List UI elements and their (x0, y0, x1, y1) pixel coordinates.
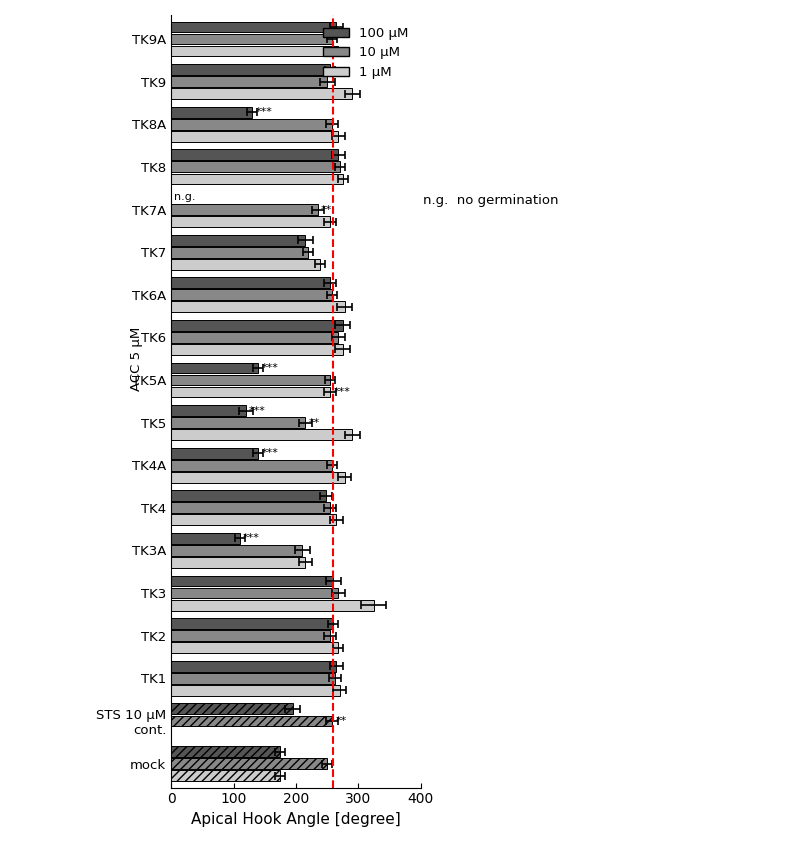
Bar (171, 107, 253, 118)
Bar (171, 320, 342, 331)
Bar (171, 429, 352, 440)
Bar (171, 301, 345, 312)
Text: n.g.: n.g. (174, 193, 196, 202)
Bar (171, 363, 258, 373)
Text: ***: *** (334, 387, 350, 397)
Bar (171, 716, 332, 727)
Bar (171, 618, 334, 629)
X-axis label: Apical Hook Angle [degree]: Apical Hook Angle [degree] (191, 812, 401, 827)
Bar (171, 173, 342, 184)
Bar (171, 448, 258, 459)
Bar (171, 45, 338, 56)
Bar (171, 216, 330, 227)
Bar (171, 642, 338, 653)
Text: **: ** (321, 205, 332, 215)
Bar (171, 417, 306, 428)
Text: ***: *** (261, 363, 278, 373)
Bar (171, 704, 293, 714)
Text: ***: *** (261, 448, 278, 458)
Bar (171, 386, 330, 397)
Bar (171, 77, 327, 87)
Bar (171, 503, 330, 514)
Text: **: ** (309, 418, 320, 428)
Bar (171, 588, 338, 599)
Bar (171, 661, 337, 672)
Bar (171, 758, 327, 769)
Bar (171, 247, 309, 258)
Bar (171, 258, 320, 269)
Bar (171, 746, 281, 757)
Text: **: ** (335, 716, 346, 726)
Bar (171, 514, 337, 525)
Bar (171, 332, 338, 343)
Text: ***: *** (243, 534, 260, 543)
Bar (171, 490, 326, 501)
Text: ACC 5 μM: ACC 5 μM (130, 327, 144, 391)
Bar (171, 131, 338, 141)
Bar (171, 119, 332, 130)
Bar (171, 235, 306, 246)
Bar (171, 545, 302, 556)
Bar (171, 770, 281, 781)
Bar (171, 631, 330, 641)
Bar (171, 375, 330, 386)
Bar (171, 460, 332, 471)
Bar (171, 88, 352, 99)
Bar (171, 34, 332, 45)
Bar (171, 533, 240, 544)
Bar (171, 685, 339, 695)
Bar (171, 64, 330, 75)
Bar (171, 344, 342, 354)
Bar (171, 204, 318, 215)
Bar (171, 290, 332, 300)
Bar (171, 22, 337, 33)
Bar (171, 557, 306, 568)
Bar (171, 277, 330, 288)
Bar (171, 405, 246, 416)
Bar (171, 600, 374, 610)
Bar (171, 673, 335, 684)
Bar (171, 150, 338, 160)
Text: ***: *** (249, 406, 266, 416)
Bar (171, 576, 334, 587)
Bar (171, 472, 345, 482)
Legend: 100 μM, 10 μM, 1 μM: 100 μM, 10 μM, 1 μM (318, 22, 414, 84)
Bar (171, 162, 339, 173)
Text: n.g.  no germination: n.g. no germination (423, 194, 559, 207)
Text: ***: *** (255, 107, 272, 117)
